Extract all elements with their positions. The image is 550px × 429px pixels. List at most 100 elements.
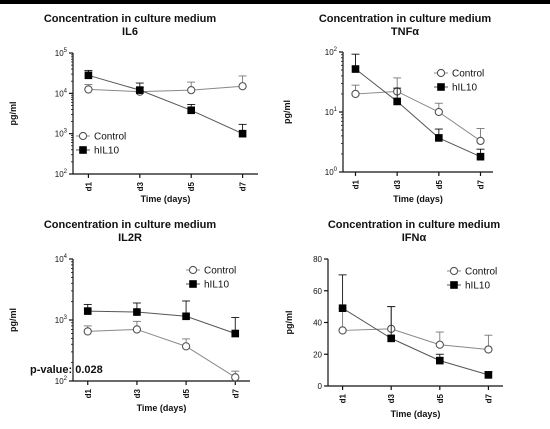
y-tick-label: 105: [55, 48, 68, 58]
y-tick-label: 104: [55, 254, 68, 264]
x-tick-label: d3: [133, 388, 142, 398]
y-axis-label: pg/ml: [8, 308, 18, 332]
legend-entry: hIL10: [447, 281, 490, 292]
chart-subtitle: TNFα: [391, 26, 419, 38]
data-point: [476, 152, 485, 161]
series-line: [342, 307, 489, 376]
data-point: [132, 325, 142, 334]
y-tick-label: 80: [313, 255, 322, 264]
y-tick-label: 102: [55, 169, 68, 179]
chart-subtitle: IL6: [122, 26, 138, 38]
data-point: [351, 65, 360, 73]
data-point: [338, 326, 347, 335]
x-tick-label: d5: [187, 181, 196, 191]
series-control: [338, 306, 493, 354]
legend-entry: hIL10: [186, 280, 229, 291]
p-value-annotation: p-value: 0.028: [30, 364, 103, 376]
series-control: [84, 75, 247, 96]
legend-marker: [79, 146, 87, 154]
data-point: [136, 86, 144, 94]
x-tick-label: d1: [84, 181, 93, 191]
legend-marker: [437, 83, 445, 91]
series-line: [87, 328, 236, 378]
x-tick-label: d5: [435, 179, 444, 189]
x-tick-label: d3: [136, 181, 145, 191]
top-border-rule: [0, 0, 550, 4]
data-point: [187, 85, 196, 95]
series-line: [88, 85, 243, 93]
series-line: [355, 68, 481, 158]
legend-label: hIL10: [204, 280, 229, 291]
x-axis-label: Time (days): [137, 403, 187, 413]
series-line: [88, 74, 243, 135]
chart-subtitle: IFNα: [402, 232, 427, 244]
legend-marker: [189, 280, 197, 288]
x-tick-label: d5: [182, 388, 191, 398]
legend-label: hIL10: [465, 281, 490, 292]
legend-label: Control: [204, 266, 236, 277]
series-line: [342, 328, 489, 350]
data-point: [187, 106, 195, 115]
legend-entry: Control: [434, 69, 484, 80]
data-point: [231, 329, 240, 338]
chart-title: Concentration in culture medium: [328, 219, 501, 231]
data-point: [484, 371, 493, 379]
y-tick-label: 20: [313, 350, 322, 359]
y-tick-label: 102: [325, 47, 338, 57]
data-point: [351, 89, 360, 99]
series-line: [355, 90, 481, 142]
x-tick-label: d1: [84, 388, 93, 398]
legend-marker: [450, 281, 458, 289]
chart-title: Concentration in culture medium: [44, 219, 217, 231]
y-tick-label: 60: [313, 287, 322, 296]
data-point: [435, 340, 444, 349]
series-hil10: [338, 274, 493, 379]
y-axis-label: pg/ml: [282, 100, 292, 124]
data-point: [434, 107, 443, 117]
x-tick-label: d7: [231, 388, 240, 398]
series-hil10: [351, 53, 485, 161]
data-point: [393, 97, 401, 106]
legend-entry: Control: [76, 132, 126, 143]
x-axis-label: Time (days): [141, 194, 191, 204]
x-axis-label: Time (days): [393, 194, 443, 204]
chart-title: Concentration in culture medium: [44, 13, 217, 25]
y-tick-label: 103: [55, 315, 68, 325]
y-tick-label: 104: [55, 88, 68, 98]
series-line: [87, 310, 236, 335]
y-axis-label: pg/ml: [8, 102, 18, 126]
data-point: [435, 134, 443, 142]
series-hil10: [84, 69, 247, 138]
data-point: [84, 71, 93, 80]
x-tick-label: d7: [477, 179, 486, 189]
y-tick-label: 0: [318, 382, 323, 391]
legend-entry: hIL10: [76, 146, 119, 157]
legend-entry: Control: [186, 266, 236, 277]
legend-label: hIL10: [94, 146, 119, 157]
data-point: [83, 307, 92, 315]
y-tick-label: 102: [55, 376, 68, 386]
y-tick-label: 103: [55, 129, 68, 139]
data-point: [476, 136, 485, 146]
data-point: [484, 345, 493, 354]
chart-title: Concentration in culture medium: [319, 13, 492, 25]
x-tick-label: d7: [239, 181, 248, 191]
legend-entry: Control: [447, 267, 497, 278]
data-point: [238, 129, 247, 138]
legend-label: hIL10: [452, 83, 477, 94]
x-tick-label: d1: [352, 179, 361, 189]
data-point: [231, 373, 240, 382]
data-point: [83, 327, 92, 336]
series-hil10: [83, 300, 240, 338]
legend-entry: hIL10: [434, 83, 477, 94]
x-tick-label: d5: [436, 393, 445, 403]
series-control: [83, 320, 240, 382]
y-tick-label: 100: [325, 167, 338, 177]
x-axis-label: Time (days): [391, 409, 441, 419]
data-point: [182, 312, 190, 321]
data-point: [436, 356, 444, 365]
